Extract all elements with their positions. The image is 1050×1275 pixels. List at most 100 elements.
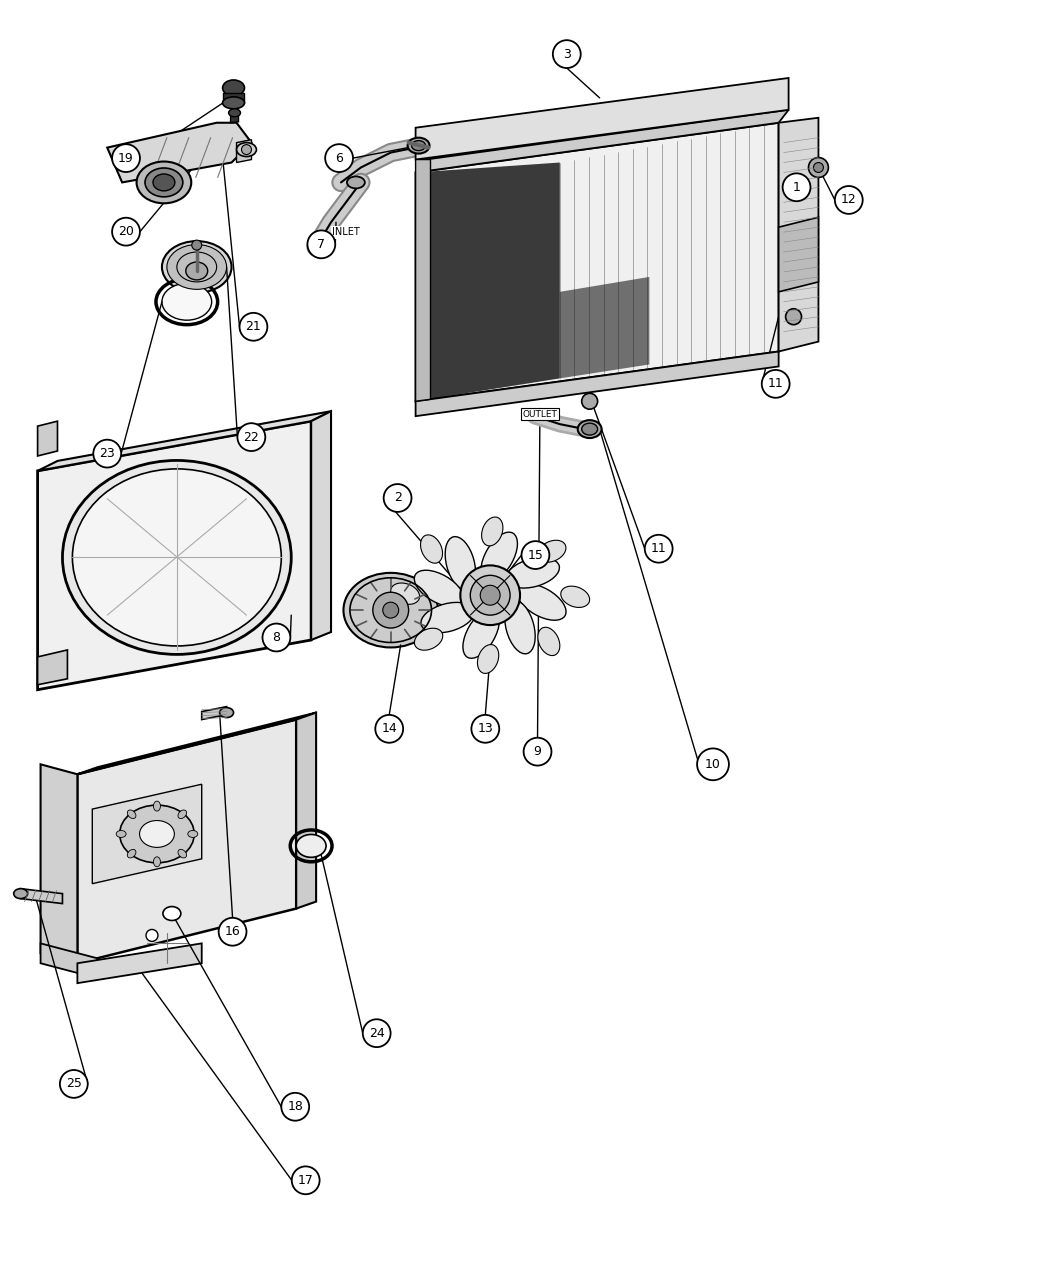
Polygon shape [38, 421, 311, 690]
Circle shape [645, 534, 673, 562]
Polygon shape [779, 117, 818, 352]
Polygon shape [416, 78, 789, 159]
Circle shape [281, 1093, 309, 1121]
Ellipse shape [188, 830, 197, 838]
Ellipse shape [153, 173, 175, 191]
Text: 21: 21 [246, 320, 261, 333]
Text: 22: 22 [244, 431, 259, 444]
Text: 13: 13 [478, 723, 493, 736]
Ellipse shape [505, 601, 536, 654]
Circle shape [375, 715, 403, 743]
Circle shape [582, 393, 597, 409]
Circle shape [782, 173, 811, 201]
Polygon shape [41, 764, 78, 964]
Ellipse shape [421, 602, 475, 632]
Ellipse shape [229, 108, 240, 117]
Ellipse shape [538, 541, 566, 562]
Polygon shape [296, 713, 316, 909]
Polygon shape [107, 122, 251, 182]
Ellipse shape [223, 80, 245, 96]
Ellipse shape [391, 583, 420, 604]
Ellipse shape [62, 460, 291, 654]
Ellipse shape [223, 97, 245, 108]
Circle shape [835, 186, 863, 214]
Text: 18: 18 [288, 1100, 303, 1113]
Polygon shape [78, 719, 296, 964]
Ellipse shape [561, 586, 590, 607]
Text: 8: 8 [272, 631, 280, 644]
Ellipse shape [162, 241, 232, 293]
Text: 1: 1 [793, 181, 800, 194]
Circle shape [192, 240, 202, 250]
Ellipse shape [421, 536, 442, 564]
Text: INLET: INLET [332, 227, 360, 237]
Circle shape [470, 575, 510, 615]
Ellipse shape [167, 245, 227, 289]
Ellipse shape [178, 849, 187, 858]
Circle shape [237, 423, 266, 451]
Text: 9: 9 [533, 745, 542, 759]
Circle shape [93, 440, 121, 468]
Circle shape [112, 218, 140, 246]
Ellipse shape [219, 708, 233, 718]
Ellipse shape [538, 627, 560, 655]
Polygon shape [202, 706, 227, 719]
Text: 19: 19 [119, 152, 134, 164]
Ellipse shape [407, 138, 429, 153]
Text: 20: 20 [118, 226, 134, 238]
Circle shape [362, 1019, 391, 1047]
Circle shape [480, 585, 500, 606]
Ellipse shape [163, 907, 181, 921]
Ellipse shape [176, 252, 216, 282]
Ellipse shape [127, 810, 135, 819]
Circle shape [308, 231, 335, 259]
Circle shape [262, 623, 291, 652]
Ellipse shape [136, 162, 191, 203]
Text: 11: 11 [651, 542, 667, 555]
Polygon shape [223, 93, 245, 103]
Polygon shape [38, 421, 58, 456]
Polygon shape [92, 784, 202, 884]
Ellipse shape [120, 805, 194, 863]
Ellipse shape [478, 645, 499, 673]
Text: 24: 24 [369, 1026, 384, 1039]
Ellipse shape [296, 834, 327, 857]
Text: 2: 2 [394, 491, 401, 505]
Text: 17: 17 [298, 1174, 314, 1187]
Ellipse shape [582, 423, 597, 435]
Ellipse shape [415, 570, 464, 607]
Polygon shape [416, 162, 560, 402]
Circle shape [326, 144, 353, 172]
Circle shape [814, 162, 823, 172]
Ellipse shape [127, 849, 135, 858]
Text: 7: 7 [317, 238, 326, 251]
Text: 25: 25 [66, 1077, 82, 1090]
Ellipse shape [506, 557, 560, 588]
Ellipse shape [236, 143, 256, 157]
Text: 23: 23 [100, 448, 116, 460]
Ellipse shape [153, 801, 161, 811]
Ellipse shape [117, 830, 126, 838]
Circle shape [471, 715, 499, 743]
Circle shape [785, 309, 801, 325]
Polygon shape [779, 217, 818, 292]
Ellipse shape [162, 283, 212, 320]
Circle shape [218, 918, 247, 946]
Ellipse shape [14, 889, 27, 899]
Circle shape [460, 565, 520, 625]
Ellipse shape [178, 810, 187, 819]
Text: 10: 10 [705, 757, 721, 771]
Ellipse shape [140, 821, 174, 848]
Circle shape [373, 593, 408, 629]
Ellipse shape [412, 140, 425, 150]
Circle shape [60, 1070, 88, 1098]
Text: 12: 12 [841, 194, 857, 207]
Text: 3: 3 [563, 47, 571, 61]
Circle shape [383, 602, 399, 618]
Ellipse shape [415, 629, 443, 650]
Polygon shape [416, 122, 779, 402]
Circle shape [383, 484, 412, 513]
Text: 14: 14 [381, 723, 397, 736]
Circle shape [522, 541, 549, 569]
Polygon shape [38, 650, 67, 685]
